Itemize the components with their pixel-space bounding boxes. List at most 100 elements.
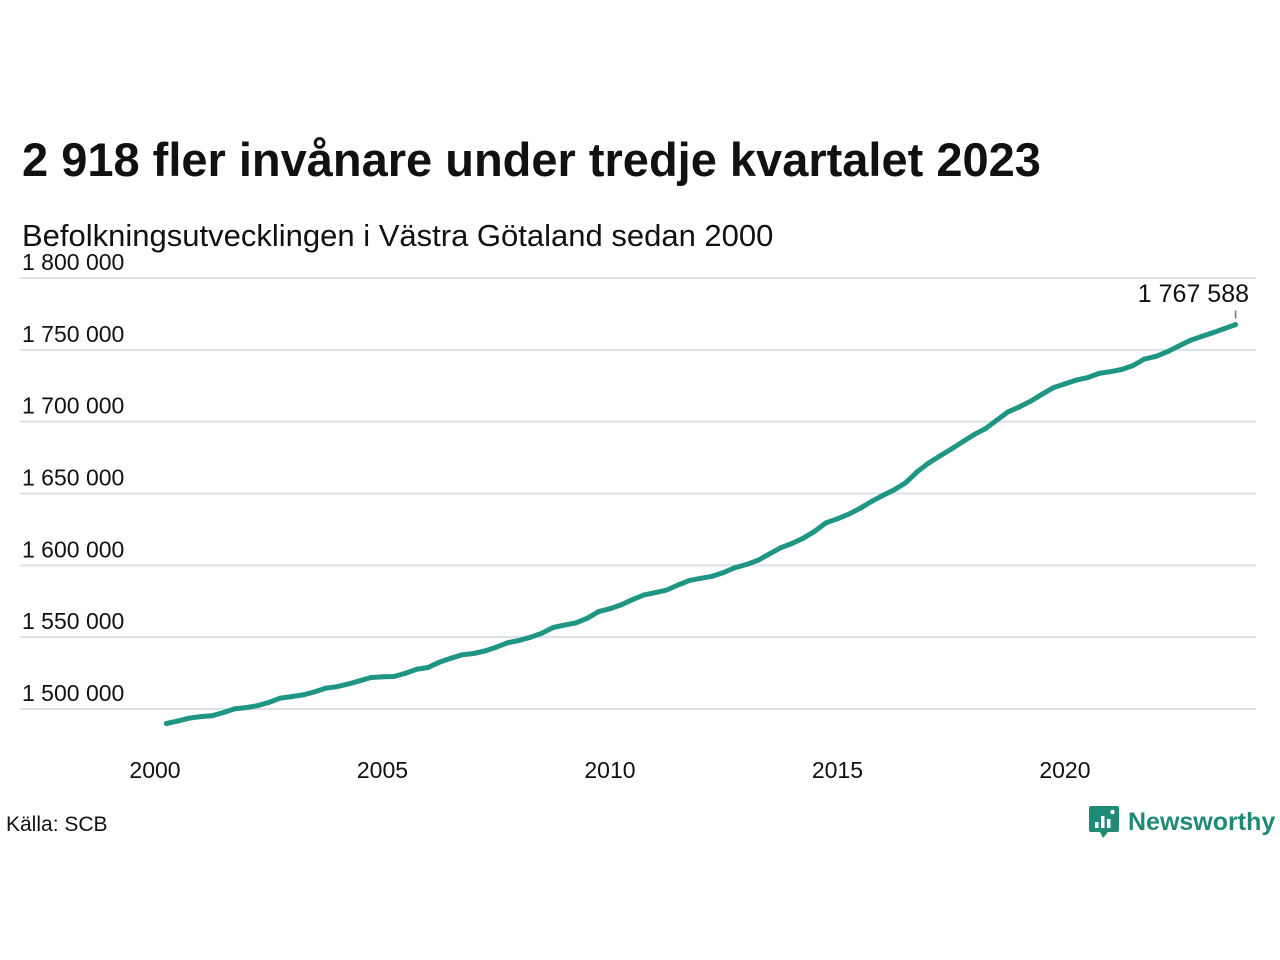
data-point [289,694,294,700]
brand-name: Newsworthy [1128,808,1276,836]
data-point [812,528,818,534]
x-tick-label: 2020 [1039,757,1090,783]
data-point [1164,349,1170,355]
population-series-line [163,322,1238,726]
data-point [1107,369,1113,375]
annotation-group: 1 767 588 [1138,280,1249,319]
data-point [345,681,351,687]
data-point [857,505,863,511]
data-point [1051,385,1056,391]
data-point [1062,381,1068,387]
data-point [550,625,556,630]
data-point [573,620,579,626]
grid-lines [20,277,1256,710]
data-point [186,715,192,721]
data-point [1187,338,1193,343]
data-point [778,545,784,551]
data-point [914,469,920,475]
x-tick-label: 2005 [357,757,408,783]
data-point [436,659,442,665]
data-point [1073,377,1079,383]
data-point [311,689,317,695]
data-point [357,678,363,684]
data-point [743,562,749,567]
x-tick-label: 2015 [812,757,863,783]
x-axis: 2000 2005 2010 2015 2020 [129,757,1090,783]
data-point [1198,334,1204,339]
end-value-label: 1 767 588 [1138,280,1249,308]
y-tick-label: 1 800 000 [22,249,124,275]
data-point [1119,367,1125,372]
data-point [937,453,943,459]
data-point [982,426,988,432]
line-chart: 1 500 000 1 550 000 1 600 000 1 650 000 1 70… [20,249,1256,783]
data-point [664,587,670,593]
data-point [482,648,488,654]
data-point [1005,409,1011,415]
data-point [960,439,966,445]
data-point [584,615,590,621]
data-point [834,516,840,522]
data-point [925,460,931,466]
data-point [175,718,181,724]
data-point [948,446,954,452]
data-point [1176,343,1182,349]
data-point [220,710,226,716]
data-point [277,695,283,701]
data-point [800,535,806,541]
brand-logo[interactable]: Newsworthy [1088,804,1275,840]
data-point [209,713,215,719]
y-tick-label: 1 700 000 [22,393,124,419]
data-point [880,492,886,498]
data-point [1142,356,1147,362]
data-point [323,685,329,691]
data-point [516,638,522,643]
data-point [687,577,693,583]
data-point [232,706,238,712]
data-point [198,714,203,720]
data-point [334,684,340,690]
data-point [1039,391,1045,397]
data-point [1096,370,1102,376]
data-point [391,674,397,679]
data-point [698,575,704,581]
data-point [903,480,909,486]
data-point [1016,404,1022,410]
data-point [300,692,306,698]
data-point [596,609,602,615]
data-point [414,666,420,672]
newsworthy-logo-icon [1089,806,1119,838]
x-tick-label: 2010 [584,757,635,783]
data-point [368,675,374,680]
data-point [505,640,511,646]
data-point [1221,326,1227,332]
data-point [846,511,852,517]
data-point [471,651,476,656]
data-point [994,417,1000,423]
data-point [1085,375,1091,381]
data-point [562,622,567,628]
data-point [1028,398,1034,404]
data-point [243,705,249,711]
data-point [163,721,169,726]
data-point [266,700,272,705]
data-point [1210,330,1216,336]
source-note: Källa: SCB [6,813,108,836]
chart-title: 2 918 fler invånare under tredje kvartal… [22,133,1041,186]
y-tick-label: 1 750 000 [22,321,124,347]
data-point [709,573,715,579]
series-group [163,322,1238,726]
chart-subtitle: Befolkningsutvecklingen i Västra Götalan… [22,218,774,253]
data-point [641,592,647,598]
data-point [448,655,454,661]
data-point [675,582,681,588]
y-tick-label: 1 500 000 [22,680,124,706]
data-point [721,570,727,575]
data-point [254,703,260,709]
data-point [766,551,772,557]
data-point [380,674,385,680]
y-tick-label: 1 550 000 [22,608,124,634]
data-point [1130,363,1136,368]
data-point [1153,353,1159,359]
x-tick-label: 2000 [129,757,180,783]
